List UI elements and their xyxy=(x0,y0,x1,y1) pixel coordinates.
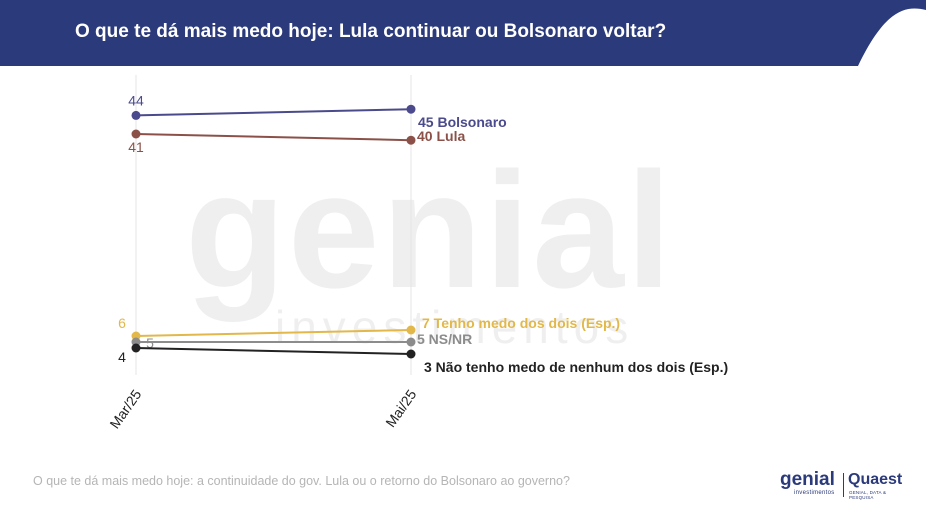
line-chart: 44 45 Bolsonaro 41 40 Lula 6 7 Tenho medo dos… xyxy=(106,75,728,431)
end-label-0: 45 Bolsonaro xyxy=(418,114,507,130)
genial-logo: genial xyxy=(780,469,835,490)
page-title: O que te dá mais medo hoje: Lula continu… xyxy=(75,21,667,42)
start-label-3: 5 xyxy=(146,335,154,351)
logo-separator xyxy=(843,473,844,497)
x-tick-label-1: Mai/25 xyxy=(382,386,419,430)
start-label-0: 44 xyxy=(128,92,144,108)
header-shape xyxy=(0,0,926,66)
data-point-2-1 xyxy=(406,325,416,335)
footnote: O que te dá mais medo hoje: a continuida… xyxy=(33,474,570,488)
genial-logo-sub: investimentos xyxy=(794,490,835,496)
start-label-1: 41 xyxy=(128,139,144,155)
data-point-4-1 xyxy=(406,349,416,359)
end-label-1: 40 Lula xyxy=(417,128,465,144)
x-tick-label-0: Mar/25 xyxy=(106,386,144,431)
series-line-2 xyxy=(135,329,412,337)
logos: genial investimentos Quaest GENIAL, DATA… xyxy=(780,469,910,501)
data-point-0-1 xyxy=(406,104,416,114)
quaest-logo-sub: GENIAL, DATA & PESQUISA xyxy=(849,490,887,500)
end-label-4: 3 Não tenho medo de nenhum dos dois (Esp… xyxy=(424,359,728,375)
data-point-4-0 xyxy=(131,343,141,353)
series-line-0 xyxy=(135,108,412,117)
start-label-4: 4 xyxy=(118,349,126,365)
data-point-1-1 xyxy=(406,135,416,145)
series-line-4 xyxy=(135,347,412,355)
data-point-0-0 xyxy=(131,110,141,120)
quaest-logo: Quaest xyxy=(848,471,903,488)
header-banner: O que te dá mais medo hoje: Lula continu… xyxy=(0,0,926,66)
end-label-2: 7 Tenho medo dos dois (Esp.) xyxy=(422,315,620,331)
data-point-1-0 xyxy=(131,129,141,139)
end-label-3: 5 NS/NR xyxy=(417,331,472,347)
data-point-3-1 xyxy=(406,337,416,347)
series-line-1 xyxy=(135,133,412,142)
start-label-2: 6 xyxy=(118,315,126,331)
